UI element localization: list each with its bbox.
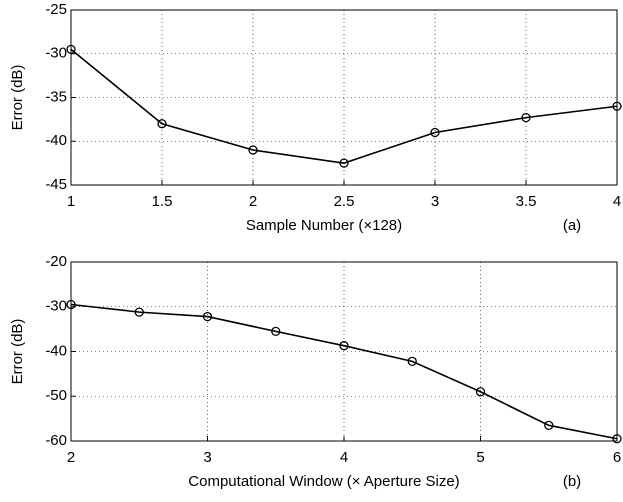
x-tick-label: 1.5 — [152, 193, 173, 210]
y-axis-label: Error (dB) — [9, 319, 26, 385]
plot-frame — [70, 261, 618, 442]
y-tick-label: -50 — [45, 387, 67, 404]
data-point — [134, 307, 144, 317]
data-point — [202, 311, 213, 322]
plot-frame — [70, 9, 618, 186]
data-point — [612, 101, 622, 111]
data-point — [157, 119, 167, 129]
x-tick-label: 4 — [613, 193, 621, 210]
data-point — [407, 356, 417, 366]
y-axis-label: Error (dB) — [9, 65, 26, 131]
data-point — [66, 44, 76, 55]
data-point — [339, 158, 349, 168]
y-tick-label: -45 — [45, 176, 67, 193]
annotation: (a) — [563, 217, 581, 234]
data-point — [271, 326, 281, 337]
x-tick-label: 3 — [203, 449, 211, 466]
y-tick-label: -35 — [45, 88, 67, 105]
x-tick-label: 2 — [67, 449, 75, 466]
data-line — [70, 48, 618, 164]
x-tick-label: 1 — [67, 193, 75, 210]
x-tick-label: 3 — [431, 193, 439, 210]
x-tick-label: 6 — [613, 449, 621, 466]
data-point — [66, 299, 76, 310]
x-tick-label: 3.5 — [516, 193, 537, 210]
data-point — [521, 112, 531, 123]
y-tick-label: -40 — [45, 132, 67, 149]
y-tick-label: -20 — [45, 253, 67, 270]
x-tick-label: 2.5 — [334, 193, 355, 210]
annotation: (b) — [563, 473, 581, 490]
data-point — [544, 420, 554, 430]
y-tick-label: -25 — [45, 1, 67, 18]
data-point — [430, 127, 440, 138]
y-tick-label: -60 — [45, 432, 67, 449]
y-tick-label: -40 — [45, 342, 67, 359]
data-point — [339, 341, 349, 351]
x-tick-label: 4 — [340, 449, 348, 466]
data-point — [475, 387, 486, 397]
x-tick-label: 2 — [249, 193, 257, 210]
data-line — [70, 303, 618, 440]
data-point — [612, 434, 622, 444]
x-axis-label: Computational Window (× Aperture Size) — [188, 473, 459, 490]
y-tick-label: -30 — [45, 298, 67, 315]
x-axis-label: Sample Number (×128) — [246, 217, 402, 234]
data-point — [248, 145, 258, 155]
x-tick-label: 5 — [476, 449, 484, 466]
y-tick-label: -30 — [45, 45, 67, 62]
